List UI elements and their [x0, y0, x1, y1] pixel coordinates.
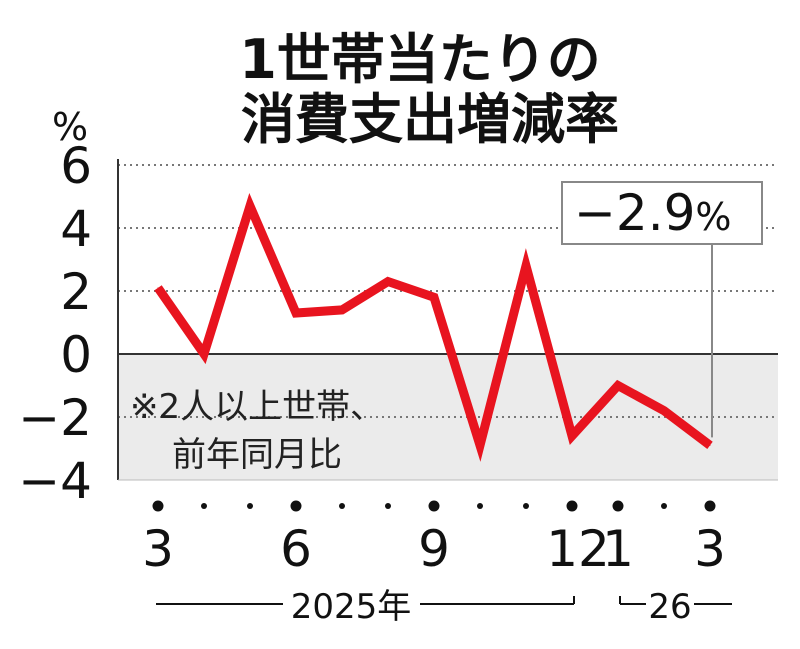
x-tick-dot-minor [247, 503, 253, 509]
period-label: 2025年 [291, 587, 412, 627]
callout-box [561, 181, 763, 245]
x-tick-label: 6 [280, 520, 312, 578]
y-tick-label: −4 [18, 452, 92, 510]
x-tick-label: 3 [142, 520, 174, 578]
data-point [203, 353, 205, 355]
x-tick-label: 3 [694, 520, 726, 578]
x-tick-label: 12 [546, 520, 610, 578]
data-point [341, 309, 343, 311]
x-tick-label: 1 [602, 520, 634, 578]
x-tick-dot-minor [523, 503, 529, 509]
y-tick-label: 0 [60, 326, 92, 384]
note-line-1: ※2人以上世帯、 [130, 387, 384, 427]
callout-value: −2.9 [574, 184, 695, 242]
data-point [433, 296, 435, 298]
data-point [479, 444, 481, 446]
x-tick-dot-minor [477, 503, 483, 509]
x-tick-dot-minor [385, 503, 391, 509]
x-tick-dot-major [566, 500, 578, 512]
data-point [157, 287, 159, 289]
x-tick-dot-major [428, 500, 440, 512]
chart-title-line-2: 消費支出増減率 [241, 88, 619, 151]
x-tick-dot-major [704, 500, 716, 512]
data-point [295, 312, 297, 314]
y-axis-unit: % [52, 105, 88, 149]
x-tick-dot-minor [339, 503, 345, 509]
note-line-2: 前年同月比 [172, 435, 342, 475]
y-tick-label: 2 [60, 263, 92, 321]
x-tick-dot-major [612, 500, 624, 512]
data-point [571, 435, 573, 437]
y-tick-label: −2 [18, 389, 92, 447]
data-point [709, 444, 711, 446]
data-point [525, 265, 527, 267]
data-point [249, 205, 251, 207]
data-point [663, 410, 665, 412]
x-tick-label: 9 [418, 520, 450, 578]
x-tick-dot-major [290, 500, 302, 512]
x-tick-dot-major [152, 500, 164, 512]
callout-label: −2.9% [574, 184, 732, 242]
chart-title-line-1: 1世帯当たりの [239, 28, 601, 91]
x-tick-dot-minor [201, 503, 207, 509]
data-point [617, 385, 619, 386]
x-tick-dot-minor [661, 503, 667, 509]
data-point [387, 281, 389, 283]
callout-unit: % [695, 195, 731, 239]
y-tick-label: 6 [60, 137, 92, 195]
y-tick-label: 4 [60, 200, 92, 258]
period-label: 26 [648, 587, 691, 627]
